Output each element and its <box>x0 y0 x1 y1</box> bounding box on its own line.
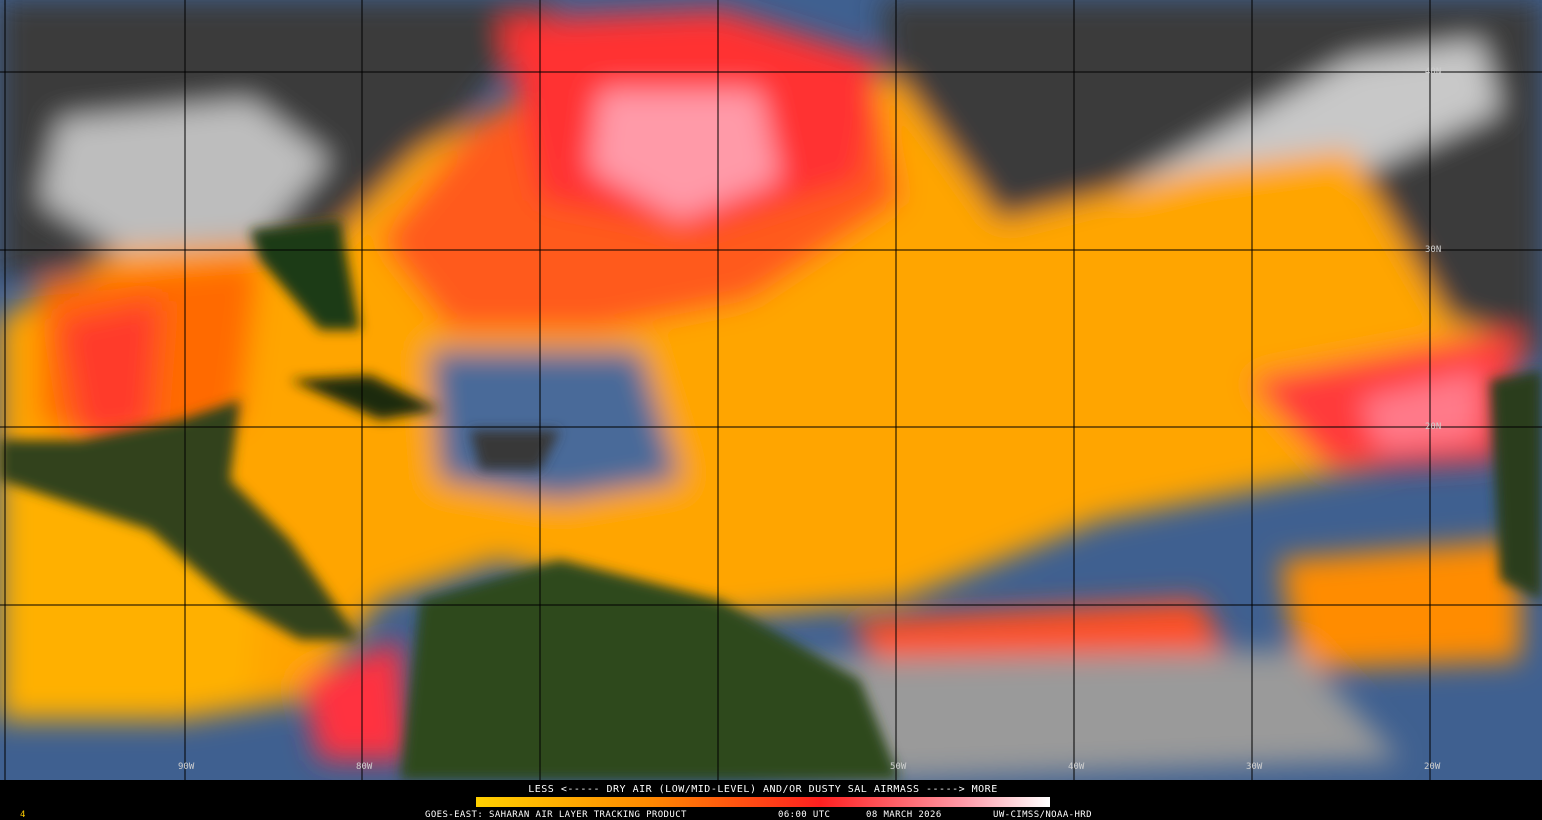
frame-number: 4 <box>20 810 26 820</box>
lon-label: 40W <box>1068 762 1085 772</box>
product-name: GOES-EAST: SAHARAN AIR LAYER TRACKING PR… <box>425 810 687 820</box>
credit: UW-CIMSS/NOAA-HRD <box>993 810 1092 820</box>
graticule <box>0 0 1542 780</box>
lon-label: 30W <box>1246 762 1263 772</box>
lat-label: 40N <box>1425 67 1441 77</box>
lon-label: 90W <box>178 762 195 772</box>
lon-label: 80W <box>356 762 373 772</box>
date: 08 MARCH 2026 <box>866 810 942 820</box>
lon-label: 50W <box>890 762 907 772</box>
lon-label: 20W <box>1424 762 1441 772</box>
color-scale <box>476 797 1050 807</box>
time: 06:00 UTC <box>778 810 830 820</box>
legend-text: LESS <----- DRY AIR (LOW/MID-LEVEL) AND/… <box>528 784 997 795</box>
lat-label: 30N <box>1425 245 1441 255</box>
lat-label: 20N <box>1425 422 1441 432</box>
imagery <box>0 0 1542 780</box>
